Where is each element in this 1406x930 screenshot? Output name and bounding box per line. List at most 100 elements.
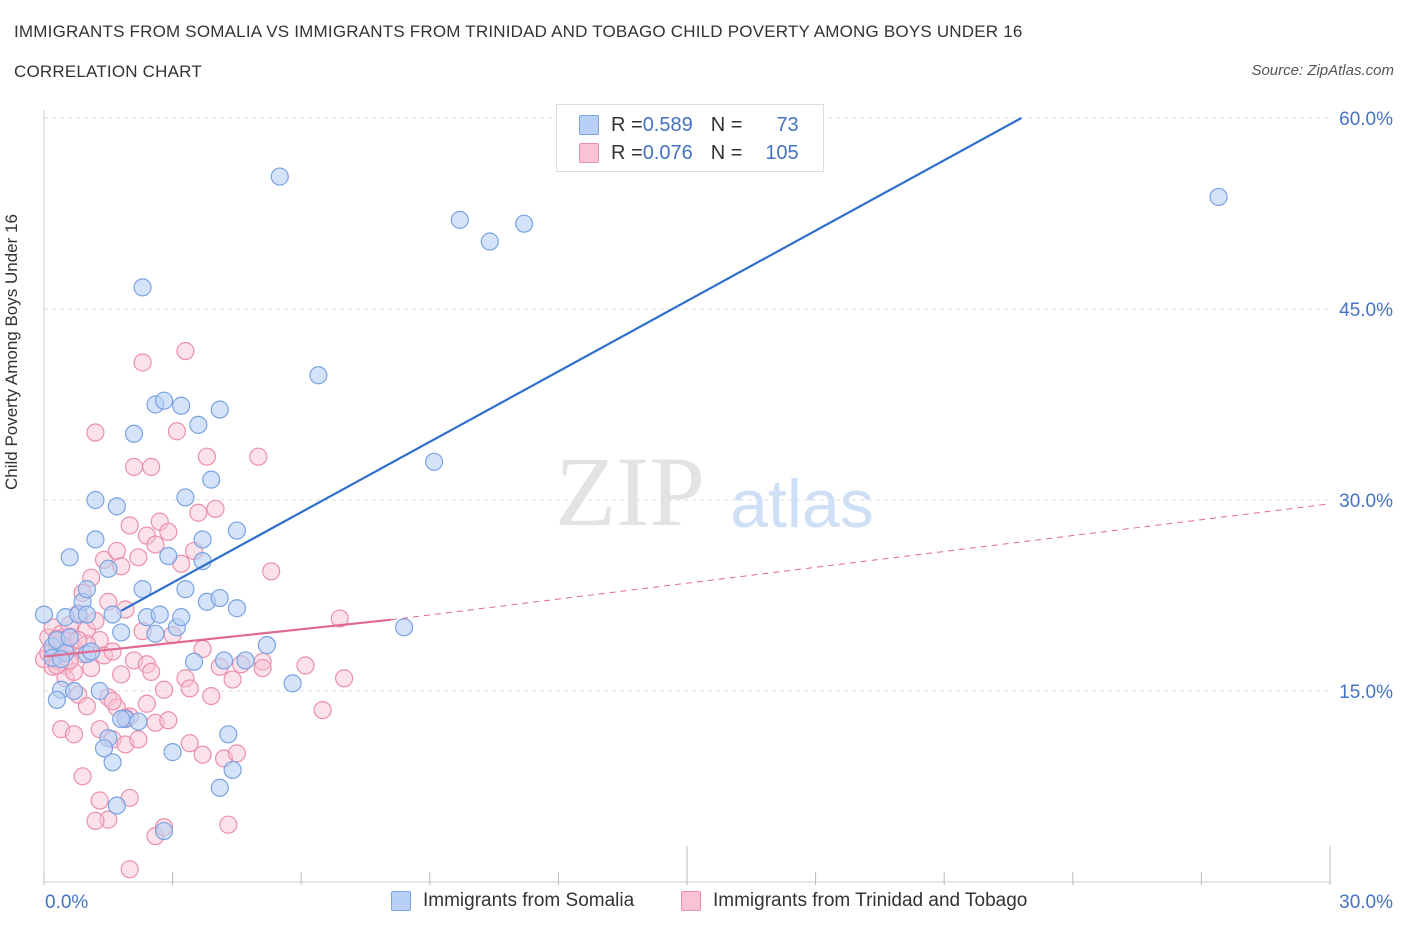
somalia-point <box>159 546 178 566</box>
somalia-point <box>60 628 79 647</box>
trinidad-point <box>180 734 199 753</box>
trinidad-point <box>142 457 161 476</box>
somalia-point <box>309 366 328 385</box>
trinidad-point <box>262 562 281 581</box>
legend-row-trinidad: R = 0.076 N = 105 <box>579 141 799 165</box>
somalia-point <box>150 605 169 624</box>
bottom-legend-somalia: Immigrants from Somalia <box>391 890 634 912</box>
trinidad-point <box>129 548 148 567</box>
somalia-point <box>193 530 212 549</box>
legend-n-value: 73 <box>776 113 799 136</box>
trinidad-point <box>313 700 332 720</box>
x-tick-label-max: 30.0% <box>1339 892 1393 913</box>
trinidad-point <box>180 679 199 698</box>
somalia-point <box>176 580 195 599</box>
trinidad-point <box>154 680 174 699</box>
somalia-point <box>515 214 534 233</box>
trinidad-point <box>86 811 105 830</box>
somalia-point <box>112 709 131 729</box>
somalia-point <box>210 778 229 797</box>
somalia-point <box>227 521 246 540</box>
trinidad-point <box>249 447 268 466</box>
y-tick-label: 15.0% <box>1339 682 1393 703</box>
somalia-point <box>154 821 174 841</box>
trinidad-point <box>206 499 225 519</box>
somalia-point <box>112 623 131 642</box>
somalia-point <box>107 497 126 516</box>
trinidad-point <box>142 662 161 682</box>
trinidad-point <box>137 694 156 713</box>
somalia-point <box>154 391 174 410</box>
somalia-point <box>86 530 105 549</box>
legend-n-label: N = <box>710 141 743 164</box>
trinidad-point <box>112 665 131 684</box>
legend-r-label: R = <box>611 141 643 164</box>
somalia-point <box>86 490 105 510</box>
trinidad-point <box>124 457 144 476</box>
somalia-point <box>223 760 242 780</box>
trinidad-point <box>219 815 238 834</box>
watermark-zip: ZIP <box>555 436 705 547</box>
somalia-point <box>480 232 499 251</box>
trinidad-point <box>129 730 148 749</box>
somalia-point <box>103 605 122 624</box>
somalia-point <box>99 559 118 578</box>
somalia-point <box>60 548 79 567</box>
somalia-point <box>227 599 246 618</box>
trinidad-point <box>133 353 152 372</box>
somalia-point <box>257 636 277 655</box>
trinidad-point <box>90 791 109 810</box>
somalia-point <box>77 580 96 599</box>
somalia-point <box>219 725 238 744</box>
somalia-point <box>129 712 148 731</box>
trinidad-point <box>334 669 354 688</box>
trinidad-point <box>73 767 92 786</box>
legend-row-somalia: R = 0.589 N = 73 <box>579 113 799 137</box>
series-somalia-points <box>34 167 1228 841</box>
somalia-point <box>210 588 229 608</box>
somalia-point <box>202 470 221 489</box>
somalia-point <box>163 743 182 762</box>
legend-r-value: 0.589 <box>642 113 693 136</box>
trinidad-point <box>176 341 195 361</box>
correlation-legend: R = 0.589 N = 73 R = 0.076 N = 105 <box>556 104 824 172</box>
somalia-point <box>107 796 126 815</box>
legend-r-value: 0.076 <box>642 141 693 164</box>
trinidad-point <box>86 423 105 442</box>
somalia-point <box>1209 187 1228 207</box>
trinidad-trend-line <box>43 618 392 658</box>
somalia-point <box>184 652 204 671</box>
trinidad-point <box>253 658 272 678</box>
somalia-point <box>77 605 96 624</box>
y-tick-label: 45.0% <box>1339 300 1393 321</box>
somalia-point <box>214 651 234 670</box>
somalia-point <box>90 681 109 701</box>
trinidad-point <box>120 516 139 535</box>
somalia-point <box>189 415 208 434</box>
trinidad-point <box>77 697 96 716</box>
trend-lines <box>43 117 1331 658</box>
axes <box>43 110 1331 885</box>
trinidad-point <box>330 609 349 628</box>
trinidad-point <box>107 541 126 561</box>
trinidad-point <box>227 744 246 763</box>
trinidad-point <box>223 670 242 689</box>
trinidad-trend-line-extended <box>391 503 1331 621</box>
somalia-point <box>103 753 122 772</box>
trinidad-point <box>193 745 212 764</box>
somalia-point <box>133 580 152 599</box>
somalia-point <box>424 452 444 471</box>
legend-swatch-trinidad <box>579 143 599 163</box>
somalia-point <box>146 624 165 643</box>
somalia-point <box>64 681 84 701</box>
trinidad-point <box>167 422 186 441</box>
somalia-point <box>176 488 195 507</box>
watermark: ZIP atlas <box>555 436 874 547</box>
trinidad-point <box>159 711 178 730</box>
trinidad-point <box>296 656 315 675</box>
y-tick-label: 60.0% <box>1339 109 1393 130</box>
legend-swatch-somalia <box>579 115 599 135</box>
somalia-point <box>34 605 54 624</box>
bottom-legend-swatch-trinidad <box>681 891 701 911</box>
